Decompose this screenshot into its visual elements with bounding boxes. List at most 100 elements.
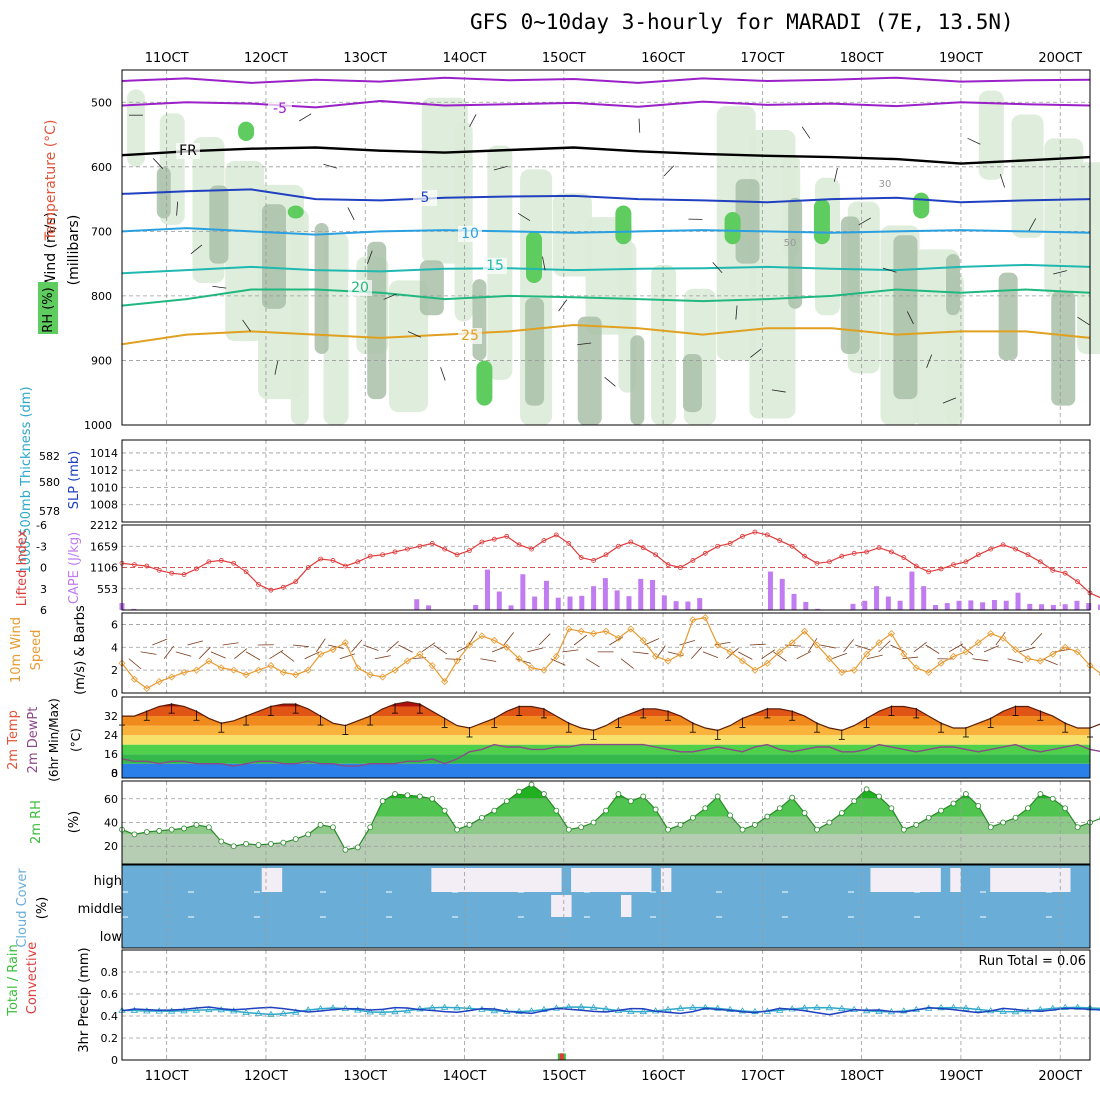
lifted-point <box>926 569 932 575</box>
rh-shade-light <box>454 121 473 322</box>
wind-barb <box>469 114 477 127</box>
wind-barb <box>926 354 933 368</box>
series-2m-dewpt <box>121 743 1100 767</box>
surface-wind-barb <box>702 651 719 658</box>
thickness-point <box>776 1006 784 1013</box>
middle-cloud-clear <box>561 895 572 917</box>
thickness-point <box>1061 1003 1069 1010</box>
surface-wind-barb <box>527 647 543 653</box>
wind-speed-point <box>267 662 275 670</box>
high-cloud-clear <box>541 868 552 892</box>
wind-barb <box>558 299 568 312</box>
convective-axis-label: Convective <box>25 942 40 1015</box>
lifted-point <box>889 549 894 555</box>
wind-speed-point <box>738 657 747 665</box>
wind-speed-point <box>230 666 238 674</box>
high-cloud-clear <box>1030 868 1041 892</box>
lifted-point <box>591 558 596 563</box>
lifted-point <box>913 563 919 569</box>
thickness-point <box>205 1005 213 1013</box>
isotherm-label: -5 <box>273 101 287 117</box>
rh-shade-mid <box>735 179 760 264</box>
surface-wind-barb <box>128 658 142 670</box>
thickness-point <box>974 1005 983 1012</box>
wind-speed-point <box>590 630 598 638</box>
isotherm-label: 10 <box>461 226 479 242</box>
rh-point <box>739 826 746 833</box>
x-tick-label-bottom: 20OCT <box>1038 1069 1082 1084</box>
surface-wind-barb <box>421 642 436 653</box>
rh-point <box>230 843 237 850</box>
wind-speed-point <box>242 671 250 679</box>
rh-point <box>292 836 299 842</box>
x-tick-label-top: 11OCT <box>145 51 189 66</box>
wind-speed-point <box>428 662 436 670</box>
wind-speed-point <box>987 630 995 638</box>
wind-speed-point <box>676 650 685 658</box>
surface-wind-barb <box>480 658 497 662</box>
rh-point <box>404 792 411 799</box>
rh-point <box>578 824 585 831</box>
thickness-point <box>726 1005 734 1012</box>
lifted-point <box>467 548 472 553</box>
high-cloud-clear <box>471 868 482 892</box>
isotherm-label-bg <box>458 328 482 344</box>
lifted-point <box>814 560 820 566</box>
thickness-point <box>664 1005 672 1012</box>
temperature-band <box>122 763 1090 778</box>
rh-point <box>603 807 609 814</box>
thickness-point <box>440 1003 449 1010</box>
cape-bar <box>602 578 608 610</box>
cloud-level-label: low <box>100 930 123 945</box>
thickness-point <box>589 1003 598 1010</box>
thickness-point <box>689 1003 697 1010</box>
thickness-point <box>577 1003 585 1010</box>
wind-speed-point <box>465 641 474 649</box>
high-cloud-clear <box>531 868 542 892</box>
isotherm-10 <box>121 227 1091 236</box>
rh-shade-mid <box>367 241 387 400</box>
wind-barb <box>906 311 914 325</box>
wind-speed-point <box>391 666 399 674</box>
wind-tick-label: 2 <box>111 664 118 677</box>
series-lifted-index <box>121 531 1100 599</box>
x-tick-label-bottom: 12OCT <box>244 1069 288 1084</box>
rh-point <box>900 826 907 833</box>
wind-tick-label: 4 <box>111 641 118 654</box>
cape-tick-label: 2212 <box>90 519 118 532</box>
wind-barb <box>999 174 1005 188</box>
x-tick-label-bottom: 17OCT <box>740 1069 784 1084</box>
thickness-point <box>825 1004 834 1011</box>
wind-speed-point <box>515 655 523 663</box>
lifted-point <box>963 559 969 565</box>
rh-point <box>416 793 423 800</box>
surface-wind-barb <box>831 652 848 660</box>
series-slp <box>121 1006 1100 1016</box>
temperature-band <box>122 701 1090 707</box>
rh-shade-high <box>476 360 493 406</box>
wind-speed-point <box>838 668 846 676</box>
rh-point <box>702 805 709 812</box>
rh-point <box>243 840 250 847</box>
isotherm--10 <box>121 76 1091 84</box>
wind10m-axis-label: 10m Wind <box>9 617 24 683</box>
x-tick-label-top: 12OCT <box>244 51 288 66</box>
middle-cloud-clear <box>551 895 562 917</box>
rh-axis-label: RH (%) <box>41 287 56 332</box>
temperature-band <box>122 754 1090 764</box>
lifted-point <box>566 541 572 546</box>
rh-point <box>913 821 920 828</box>
lifted-point <box>975 552 981 558</box>
surface-wind-barb <box>679 639 695 646</box>
wind-barb <box>577 342 592 346</box>
surface-wind-barb <box>573 634 587 646</box>
rh-point <box>181 825 187 832</box>
wind-barb <box>190 244 203 255</box>
wind-speed-point <box>1061 643 1069 651</box>
wind-speed-point <box>292 671 300 679</box>
x-tick-label-top: 17OCT <box>740 51 784 66</box>
wind-speed-point <box>254 666 263 674</box>
rh-shade-mid <box>209 185 229 264</box>
rh-point <box>590 819 597 826</box>
wind-speed-point <box>403 657 412 665</box>
